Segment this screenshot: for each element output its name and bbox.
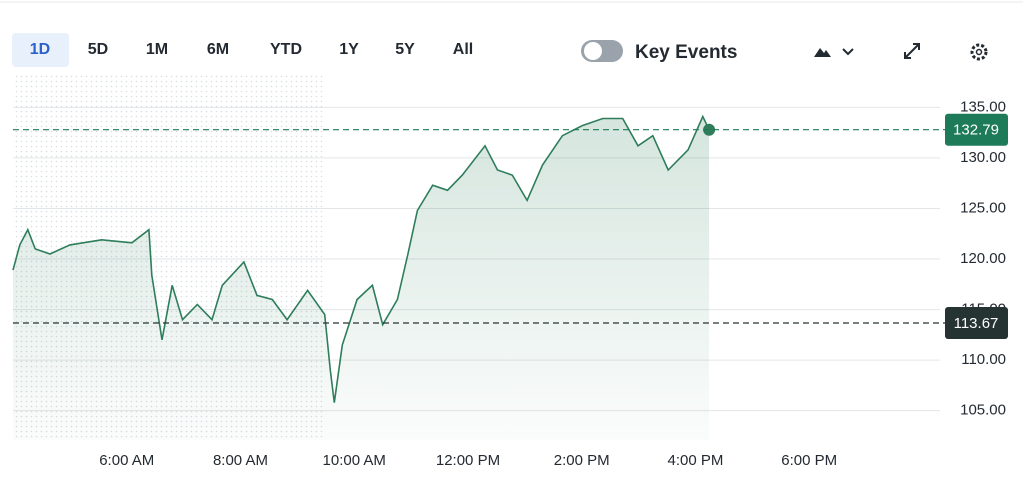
x-tick-label: 6:00 PM <box>781 452 837 469</box>
range-button[interactable]: 6M <box>207 41 229 58</box>
x-tick-label: 6:00 AM <box>99 452 154 469</box>
chevron <box>842 48 854 56</box>
y-tick-label: 130.00 <box>960 149 1006 166</box>
chart-type-icon[interactable] <box>814 48 831 57</box>
price-line <box>12 114 710 403</box>
price-tag <box>945 113 1008 146</box>
x-tick-label: 8:00 AM <box>213 452 268 469</box>
toggle-knob <box>584 42 602 60</box>
range-button[interactable]: 5D <box>88 41 108 58</box>
settings-icon[interactable] <box>970 43 988 61</box>
y-tick-label: 135.00 <box>960 98 1006 115</box>
x-tick-label: 10:00 AM <box>323 452 386 469</box>
range-button[interactable]: 1Y <box>339 41 359 58</box>
x-tick-label: 12:00 PM <box>436 452 500 469</box>
selected-bg <box>12 33 69 67</box>
range-button[interactable]: 5Y <box>395 41 415 58</box>
price-tag <box>945 307 1008 340</box>
y-tick-label: 110.00 <box>961 351 1006 368</box>
key-events[interactable]: Key Events <box>635 42 737 63</box>
y-tick-label: 120.00 <box>960 250 1006 267</box>
y-tick-label: 125.00 <box>960 199 1006 216</box>
range-button[interactable]: YTD <box>270 41 302 58</box>
last-point <box>703 123 716 136</box>
range-button[interactable]: All <box>453 41 473 58</box>
x-tick-label: 2:00 PM <box>554 452 610 469</box>
price-tag-label: 132.79 <box>953 122 999 139</box>
range-button[interactable]: 1D <box>30 41 50 58</box>
y-tick-label: 105.00 <box>960 402 1006 419</box>
range-button[interactable]: 1M <box>146 41 168 58</box>
x-tick-label: 4:00 PM <box>668 452 724 469</box>
area <box>13 116 710 440</box>
settings-center <box>975 48 983 56</box>
expand-icon[interactable] <box>904 43 920 59</box>
price-tag-label: 113.67 <box>954 315 999 332</box>
